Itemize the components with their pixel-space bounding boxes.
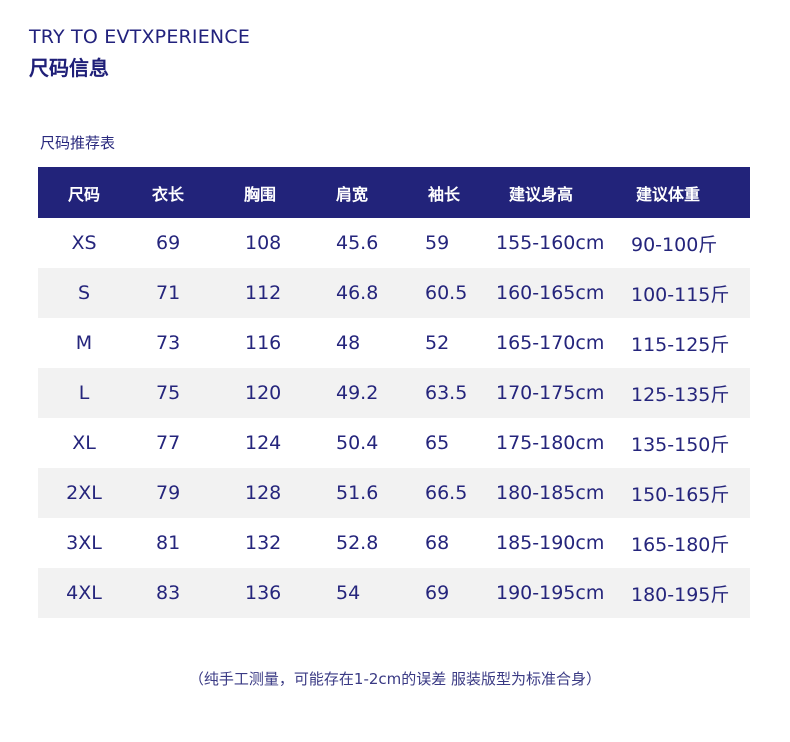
table-row: XL 77 124 50.4 65 175-180cm 135-150斤 [38,418,750,468]
table-cell: 46.8 [336,282,379,304]
table-header: 尺码 衣长 胸围 肩宽 袖长 建议身高 建议体重 [38,167,750,218]
table-cell: 180-185cm [496,482,605,504]
table-cell: 49.2 [336,382,379,404]
table-cell: 69 [425,582,450,604]
table-row: M 73 116 48 52 165-170cm 115-125斤 [38,318,750,368]
table-cell: 83 [156,582,181,604]
table-cell: 45.6 [336,232,379,254]
column-header: 袖长 [428,184,461,204]
table-cell: 48 [336,332,361,354]
table-cell: 160-165cm [496,282,605,304]
table-cell: 128 [245,482,282,504]
table-cell: 50.4 [336,432,379,454]
table-cell: 60.5 [425,282,468,304]
table-cell: 165-170cm [496,332,605,354]
table-cell: XL [72,432,96,454]
table-cell: 81 [156,532,181,554]
table-cell: S [77,282,91,304]
table-cell: 3XL [66,532,102,554]
table-cell: 79 [156,482,181,504]
table-cell: 68 [425,532,450,554]
table-cell: 52.8 [336,532,379,554]
table-cell: 90-100斤 [631,233,718,256]
table-cell: 59 [425,232,450,254]
table-cell: XS [71,232,97,254]
table-cell: 132 [245,532,282,554]
table-cell: 120 [245,382,282,404]
table-cell: 112 [245,282,282,304]
table-row: L 75 120 49.2 63.5 170-175cm 125-135斤 [38,368,750,418]
table-cell: 100-115斤 [631,283,730,306]
table-cell: 77 [156,432,181,454]
table-cell: 190-195cm [496,582,605,604]
size-table: 尺码 衣长 胸围 肩宽 袖长 建议身高 建议体重 XS 69 108 45.6 59 155-160c… [38,167,750,618]
column-header: 尺码 [67,184,100,204]
table-cell: 155-160cm [496,232,605,254]
table-caption: 尺码推荐表 [40,134,116,152]
table-cell: 66.5 [425,482,468,504]
column-header: 建议身高 [509,184,574,204]
column-header: 胸围 [244,184,277,204]
table-cell: 116 [245,332,282,354]
table-cell: 71 [156,282,181,304]
table-cell: M [75,332,93,354]
column-header: 建议体重 [636,184,701,204]
table-cell: 73 [156,332,181,354]
table-cell: 185-190cm [496,532,605,554]
table-cell: 175-180cm [496,432,605,454]
table-cell: 108 [245,232,282,254]
table-cell: 115-125斤 [631,333,730,356]
table-cell: 4XL [66,582,102,604]
table-row: S 71 112 46.8 60.5 160-165cm 100-115斤 [38,268,750,318]
table-cell: 69 [156,232,181,254]
table-cell: 170-175cm [496,382,605,404]
table-row: XS 69 108 45.6 59 155-160cm 90-100斤 [38,218,750,268]
table-cell: 165-180斤 [631,533,730,556]
table-cell: 150-165斤 [631,483,730,506]
table-row: 4XL 83 136 54 69 190-195cm 180-195斤 [38,568,750,618]
table-cell: 65 [425,432,450,454]
table-cell: 136 [245,582,282,604]
table-cell: 180-195斤 [631,583,730,606]
brand-title-en: TRY TO EVTXPERIENCE [29,26,251,48]
table-cell: 125-135斤 [631,383,730,406]
table-cell: 63.5 [425,382,468,404]
table-cell: 52 [425,332,450,354]
column-header: 肩宽 [336,184,369,204]
column-header: 衣长 [152,184,185,204]
measurement-footnote: （纯手工测量，可能存在1-2cm的误差 服装版型为标准合身） [188,670,602,688]
table-cell: 51.6 [336,482,379,504]
table-cell: 2XL [66,482,102,504]
table-cell: L [78,382,90,404]
table-cell: 54 [336,582,361,604]
table-row: 2XL 79 128 51.6 66.5 180-185cm 150-165斤 [38,468,750,518]
table-row: 3XL 81 132 52.8 68 185-190cm 165-180斤 [38,518,750,568]
table-body: XS 69 108 45.6 59 155-160cm 90-100斤 S 71 112 46.8 6… [38,218,750,618]
table-cell: 75 [156,382,181,404]
table-cell: 124 [245,432,282,454]
table-cell: 135-150斤 [631,433,730,456]
brand-title-cn: 尺码信息 [29,56,109,80]
